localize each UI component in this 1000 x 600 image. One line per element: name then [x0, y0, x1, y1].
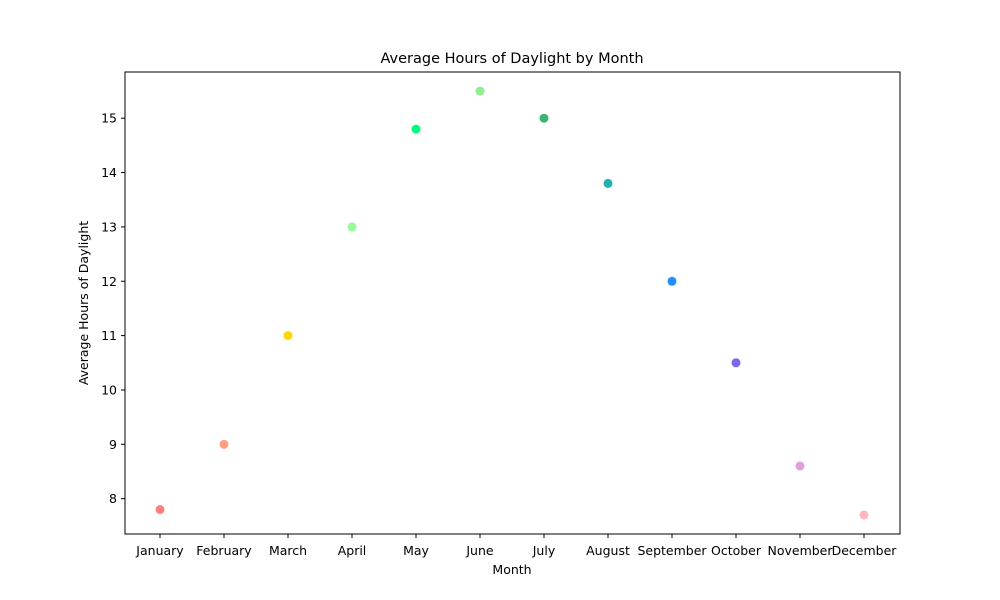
y-tick-label: 13	[101, 219, 117, 234]
x-tick-label: April	[338, 543, 367, 558]
y-axis-label: Average Hours of Daylight	[76, 221, 91, 385]
data-point	[731, 358, 741, 368]
plot-frame	[124, 71, 901, 535]
data-point	[411, 124, 421, 134]
x-tick-label: May	[403, 543, 429, 558]
data-point	[603, 178, 613, 188]
data-point	[795, 461, 805, 471]
x-tick-label: June	[465, 543, 494, 558]
x-tick-label: November	[767, 543, 833, 558]
data-point	[539, 113, 549, 123]
chart-title: Average Hours of Daylight by Month	[380, 51, 643, 67]
x-tick-label: February	[196, 543, 252, 558]
y-tick-label: 10	[101, 382, 117, 397]
x-axis-label: Month	[492, 562, 531, 577]
x-tick-label: September	[637, 543, 707, 558]
x-tick-label: August	[586, 543, 630, 558]
y-axis-ticks: 8 9 10 11 12 13 14 15	[101, 111, 125, 506]
x-axis-ticks: January February March April May June July Augu…	[135, 534, 897, 558]
y-tick-label: 8	[109, 491, 117, 506]
y-tick-label: 11	[101, 328, 117, 343]
x-tick-label: July	[532, 543, 556, 558]
data-point	[475, 86, 485, 96]
data-point	[667, 276, 677, 286]
data-point	[219, 439, 229, 449]
y-tick-label: 9	[109, 437, 117, 452]
x-tick-label: December	[832, 543, 898, 558]
x-tick-label: March	[269, 543, 307, 558]
data-point	[859, 510, 869, 520]
x-tick-label: January	[135, 543, 184, 558]
data-points	[155, 86, 869, 520]
y-tick-label: 14	[101, 165, 117, 180]
y-tick-label: 12	[101, 274, 117, 289]
data-point	[283, 331, 293, 341]
data-point	[155, 505, 165, 515]
x-tick-label: October	[711, 543, 762, 558]
data-point	[347, 222, 357, 232]
y-tick-label: 15	[101, 111, 117, 126]
